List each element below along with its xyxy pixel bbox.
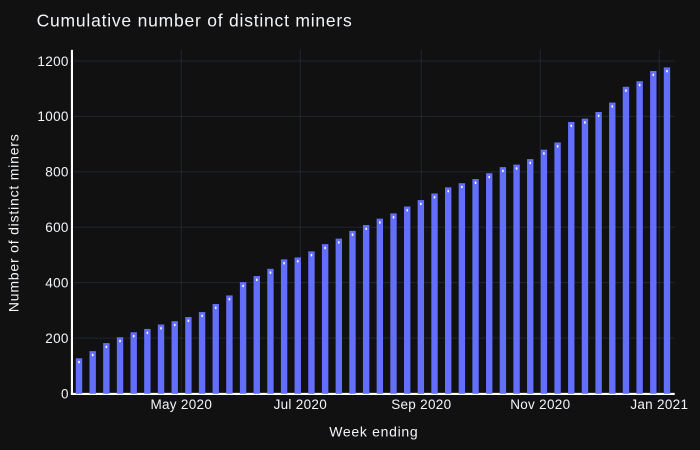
svg-text:Sep 2020: Sep 2020 [391,397,451,412]
svg-text:Number of distinct miners: Number of distinct miners [6,133,22,312]
svg-text:800: 800 [45,165,69,180]
svg-text:Week ending: Week ending [329,424,418,440]
svg-text:200: 200 [45,331,69,346]
svg-text:Nov 2020: Nov 2020 [510,397,570,412]
svg-text:0: 0 [61,386,69,401]
svg-text:Jul 2020: Jul 2020 [274,397,327,412]
svg-text:600: 600 [45,220,69,235]
svg-text:1200: 1200 [37,54,68,69]
svg-text:May 2020: May 2020 [150,397,212,412]
svg-text:Jan 2021: Jan 2021 [630,397,688,412]
svg-text:1000: 1000 [37,109,68,124]
svg-text:Cumulative number of distinct: Cumulative number of distinct miners [37,10,353,30]
svg-text:400: 400 [45,275,69,290]
